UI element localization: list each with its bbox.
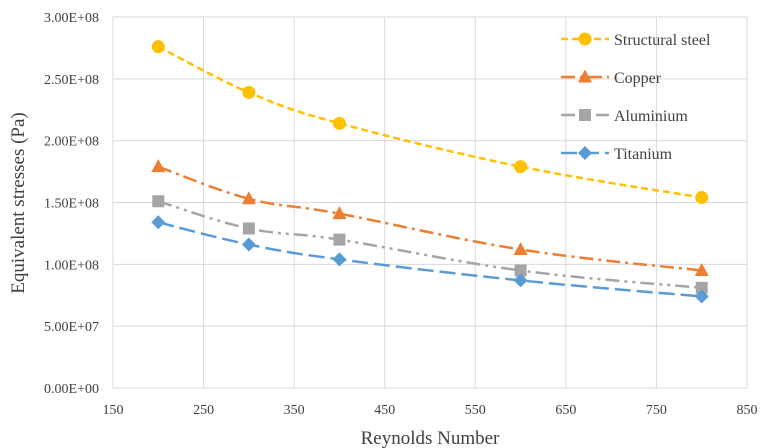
data-point (152, 195, 165, 208)
data-point (241, 191, 256, 205)
data-point (695, 191, 709, 205)
data-point (332, 116, 346, 130)
legend-item: Copper (561, 69, 662, 87)
legend-marker (578, 32, 592, 46)
data-point (513, 241, 528, 255)
data-point (513, 273, 528, 288)
y-tick-label: 5.00E+07 (44, 320, 99, 335)
legend-marker (578, 146, 592, 160)
legend-label: Structural steel (614, 32, 711, 49)
data-point (333, 233, 346, 246)
y-tick-label: 0.00E+00 (44, 382, 99, 397)
series-titanium (151, 215, 709, 304)
x-axis-title: Reynolds Number (361, 428, 500, 448)
data-point (514, 264, 527, 277)
y-tick-label: 3.00E+08 (44, 11, 99, 26)
data-point (695, 281, 708, 294)
series-line (157, 165, 702, 272)
y-tick-label: 1.00E+08 (44, 258, 99, 273)
data-point (151, 159, 166, 173)
data-point (514, 160, 528, 174)
y-tick-label: 2.50E+08 (44, 73, 99, 88)
y-tick-label: 2.00E+08 (44, 135, 99, 150)
legend-item: Structural steel (561, 32, 711, 49)
legend-marker (579, 109, 591, 121)
legend-label: Aluminium (614, 108, 688, 125)
x-tick-label: 650 (555, 403, 576, 418)
series-copper (151, 159, 709, 277)
legend: Structural steel Copper Aluminium Titanium (561, 32, 711, 163)
data-point (694, 289, 709, 304)
data-point (241, 237, 256, 252)
legend-label: Copper (614, 70, 662, 87)
series-line (157, 221, 702, 298)
y-tick-label: 1.50E+08 (44, 197, 99, 212)
y-tick-labels: 0.00E+00 5.00E+07 1.00E+08 1.50E+08 2.00E+08… (44, 11, 99, 397)
series-aluminium (152, 195, 708, 294)
x-tick-label: 250 (193, 403, 214, 418)
legend-item: Titanium (561, 146, 673, 163)
data-point (332, 252, 347, 267)
x-tick-label: 550 (465, 403, 486, 418)
x-tick-label: 750 (646, 403, 667, 418)
data-point (694, 263, 709, 277)
data-point (242, 85, 256, 99)
y-axis-title: Equivalent stresses (Pa) (8, 112, 29, 294)
legend-marker (578, 69, 592, 83)
series-line (157, 200, 702, 290)
data-point (151, 215, 166, 230)
series-structural-steel (151, 40, 709, 205)
x-tick-label: 150 (103, 403, 124, 418)
data-point (242, 222, 255, 235)
legend-item: Aluminium (561, 108, 688, 125)
x-tick-labels: 150 250 350 450 550 650 750 850 (103, 403, 758, 418)
series-line (157, 45, 702, 199)
x-tick-label: 450 (374, 403, 395, 418)
data-point (151, 40, 165, 54)
series-layer (151, 40, 709, 304)
x-tick-label: 350 (284, 403, 305, 418)
data-point (332, 206, 347, 220)
legend-label: Titanium (614, 146, 673, 163)
x-tick-label: 850 (737, 403, 758, 418)
